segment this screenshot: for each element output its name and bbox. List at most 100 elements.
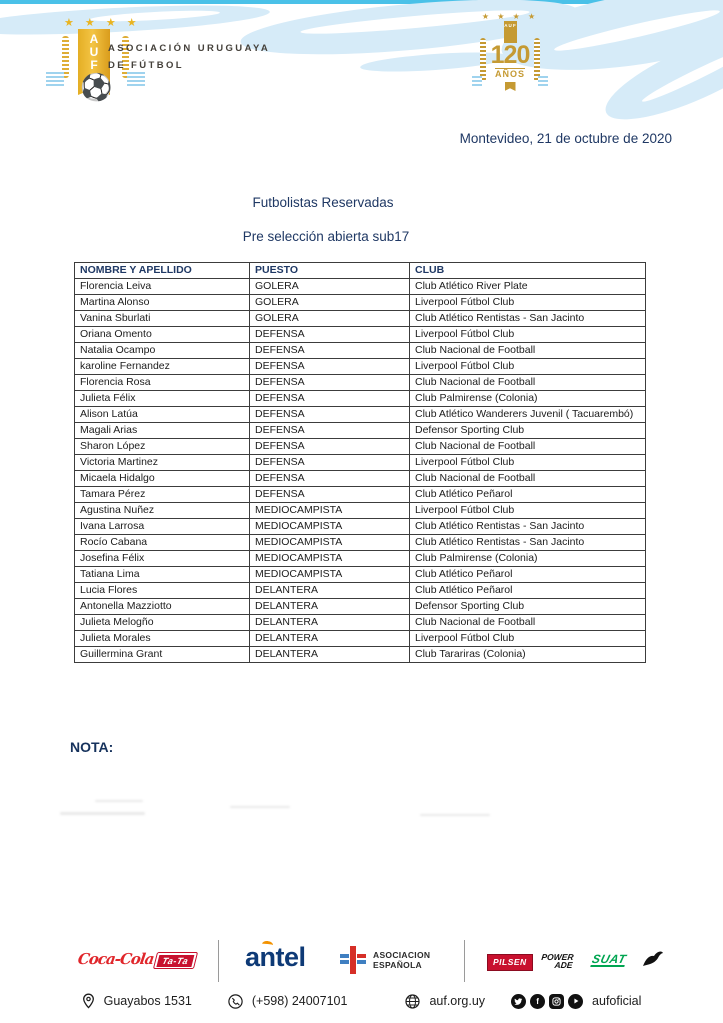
anniversary-ribbon: A U F — [503, 21, 517, 43]
cell-nombre: Oriana Omento — [74, 326, 250, 343]
cocacola-logo: Coca-Cola — [76, 950, 155, 968]
flag-stripes-left — [472, 76, 482, 86]
cell-puesto: DEFENSA — [249, 390, 410, 407]
cell-puesto: MEDIOCAMPISTA — [249, 518, 410, 535]
espanola-cross-icon — [340, 946, 366, 974]
cell-puesto: DEFENSA — [249, 454, 410, 471]
globe-icon — [405, 993, 421, 1009]
cell-puesto: GOLERA — [249, 294, 410, 311]
youtube-icon — [568, 993, 584, 1009]
cell-club: Club Atlético Rentistas - San Jacinto — [409, 310, 646, 327]
flag-stripes-right — [538, 76, 548, 86]
table-row: Ivana Larrosa MEDIOCAMPISTA Club Atlétic… — [74, 518, 646, 535]
puma-cat-icon — [642, 950, 664, 968]
cell-club: Liverpool Fútbol Club — [409, 454, 646, 471]
flag-stripes-right — [127, 72, 145, 86]
cell-club: Liverpool Fútbol Club — [409, 326, 646, 343]
faint-mark — [230, 806, 290, 808]
anniversary-120-logo: ★ ★ ★ ★ A U F 120 AÑOS — [458, 12, 562, 108]
cell-club: Club Palmirense (Colonia) — [409, 550, 646, 567]
espanola-line1: ASOCIACION — [373, 950, 431, 960]
laurel-right-icon — [534, 38, 540, 82]
table-row: Oriana Omento DEFENSA Liverpool Fútbol C… — [74, 326, 646, 343]
cell-puesto: DEFENSA — [249, 374, 410, 391]
antel-logo-text: antel — [245, 942, 306, 972]
suat-logo: SUAT — [590, 952, 628, 967]
cell-puesto: DEFENSA — [249, 358, 410, 375]
table-row: Florencia Rosa DEFENSA Club Nacional de … — [74, 374, 646, 391]
cell-nombre: Lucia Flores — [74, 582, 250, 599]
cell-club: Liverpool Fútbol Club — [409, 502, 646, 519]
cell-club: Club Nacional de Football — [409, 614, 646, 631]
cell-puesto: DEFENSA — [249, 486, 410, 503]
antel-logo: antel — [245, 940, 306, 973]
table-row: Tamara Pérez DEFENSA Club Atlético Peñar… — [74, 486, 646, 503]
cell-club: Club Atlético Rentistas - San Jacinto — [409, 534, 646, 551]
powerade-line2: ADE — [554, 960, 574, 970]
cell-nombre: Vanina Sburlati — [74, 310, 250, 327]
table-row: Florencia Leiva GOLERA Club Atlético Riv… — [74, 278, 646, 295]
contact-bar: Guayabos 1531 (+598) 24007101 auf.org.uy… — [0, 993, 723, 1009]
laurel-left-icon — [480, 38, 486, 82]
cell-puesto: DELANTERA — [249, 614, 410, 631]
nota-label: NOTA: — [70, 739, 114, 755]
contact-address: Guayabos 1531 — [103, 994, 192, 1008]
cell-nombre: Agustina Nuñez — [74, 502, 250, 519]
cell-puesto: MEDIOCAMPISTA — [249, 502, 410, 519]
document-title: Futbolistas Reservadas — [252, 195, 394, 210]
col-header-club: CLUB — [409, 262, 646, 279]
cell-nombre: Guillermina Grant — [74, 646, 250, 663]
cell-nombre: Victoria Martinez — [74, 454, 250, 471]
instagram-icon — [549, 993, 565, 1009]
sponsor-bar: Coca-Cola Ta-Ta antel ASOCIACION ESPAÑOL… — [0, 938, 723, 984]
cell-puesto: MEDIOCAMPISTA — [249, 534, 410, 551]
cell-nombre: Ivana Larrosa — [74, 518, 250, 535]
cell-nombre: Alison Latúa — [74, 406, 250, 423]
table-header-row: NOMBRE Y APELLIDO PUESTO CLUB — [74, 262, 646, 279]
cell-puesto: DEFENSA — [249, 342, 410, 359]
cell-club: Club Atlético Wanderers Juvenil ( Tacuar… — [409, 406, 646, 423]
monogram-letter: U — [89, 45, 99, 59]
anniversary-stars-icon: ★ ★ ★ ★ — [481, 12, 539, 21]
table-row: Tatiana Lima MEDIOCAMPISTA Club Atlético… — [74, 566, 646, 583]
cell-nombre: Florencia Leiva — [74, 278, 250, 295]
espanola-line2: ESPAÑOLA — [373, 960, 422, 970]
cell-club: Club Nacional de Football — [409, 374, 646, 391]
cell-nombre: Julieta Melogño — [74, 614, 250, 631]
faint-mark — [420, 814, 490, 816]
table-row: Agustina Nuñez MEDIOCAMPISTA Liverpool F… — [74, 502, 646, 519]
divider — [218, 940, 219, 982]
contact-social-handle: aufoficial — [592, 994, 642, 1008]
cell-club: Club Nacional de Football — [409, 470, 646, 487]
asociacion-espanola-logo: ASOCIACION ESPAÑOLA — [340, 946, 430, 974]
table-row: karoline Fernandez DEFENSA Liverpool Fút… — [74, 358, 646, 375]
cell-club: Liverpool Fútbol Club — [409, 630, 646, 647]
auf-crest-logo: ★ ★ ★ ★ A U F ⚽ — [38, 16, 188, 112]
laurel-right-icon — [122, 36, 129, 78]
brand-line1: ASOCIACIÓN URUGUAYA — [108, 43, 271, 54]
laurel-left-icon — [62, 36, 69, 78]
table-row: Martina Alonso GOLERA Liverpool Fútbol C… — [74, 294, 646, 311]
table-row: Magali Arias DEFENSA Defensor Sporting C… — [74, 422, 646, 439]
cell-puesto: DEFENSA — [249, 326, 410, 343]
contact-phone: (+598) 24007101 — [251, 994, 348, 1008]
cell-puesto: DELANTERA — [249, 582, 410, 599]
table-row: Rocío Cabana MEDIOCAMPISTA Club Atlético… — [74, 534, 646, 551]
cell-nombre: Julieta Morales — [74, 630, 250, 647]
cell-puesto: DEFENSA — [249, 438, 410, 455]
cell-puesto: MEDIOCAMPISTA — [249, 566, 410, 583]
cell-puesto: DEFENSA — [249, 422, 410, 439]
players-table: NOMBRE Y APELLIDO PUESTO CLUB Florencia … — [74, 262, 646, 663]
anniversary-label: AÑOS — [494, 68, 525, 79]
cell-nombre: Tatiana Lima — [74, 566, 250, 583]
date-line: Montevideo, 21 de octubre de 2020 — [459, 131, 672, 146]
table-row: Natalia Ocampo DEFENSA Club Nacional de … — [74, 342, 646, 359]
cell-nombre: Micaela Hidalgo — [74, 470, 250, 487]
cell-puesto: DEFENSA — [249, 470, 410, 487]
cell-nombre: Rocío Cabana — [74, 534, 250, 551]
table-row: Antonella Mazziotto DELANTERA Defensor S… — [74, 598, 646, 615]
cell-puesto: DELANTERA — [249, 598, 410, 615]
table-row: Julieta Morales DELANTERA Liverpool Fútb… — [74, 630, 646, 647]
ribbon-tail — [504, 82, 516, 91]
cell-club: Club Atlético Rentistas - San Jacinto — [409, 518, 646, 535]
